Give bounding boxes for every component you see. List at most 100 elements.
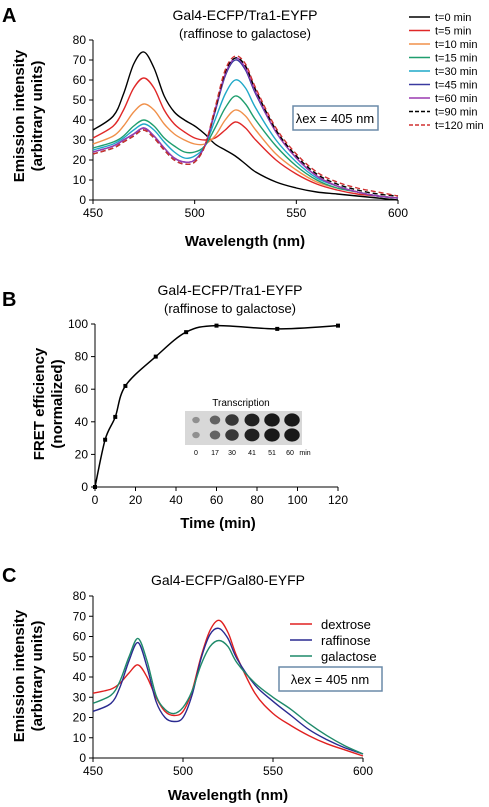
panel-a-y-tick-label: 40 bbox=[73, 113, 87, 127]
panel-a-ylabel-line1: Emission intensity bbox=[11, 49, 28, 182]
inset-lane-labels: 0 17 30 41 51 60 min bbox=[194, 450, 311, 457]
panel-b-data-point-5 bbox=[153, 354, 158, 359]
panel-a-y-tick-label: 60 bbox=[73, 73, 87, 87]
panel-c-plot: 0 10 20 30 40 50 60 70 80 450 500 550 600 bbox=[73, 589, 374, 778]
panel-b-subtitle: (raffinose to galactose) bbox=[164, 301, 296, 316]
panel-a-y-tick-label: 30 bbox=[73, 133, 87, 147]
panel-b-data-point-8 bbox=[275, 326, 280, 331]
inset-gel-bands bbox=[192, 413, 300, 442]
panel-a-series-line-3 bbox=[92, 103, 399, 199]
panel-c-ylabel-line1: Emission intensity bbox=[11, 609, 28, 742]
panel-a-annotation-box bbox=[292, 105, 379, 131]
legend-label-5: t=30 min bbox=[435, 66, 478, 78]
panel-b-title: Gal4-ECFP/Tra1-EYFP bbox=[158, 282, 303, 298]
panel-a-series-line-1 bbox=[92, 51, 399, 201]
inset-lane-label-3: 30 bbox=[228, 450, 236, 457]
panel-c-y-tick-label: 80 bbox=[73, 589, 87, 603]
panel-b: B Gal4-ECFP/Tra1-EYFP (raffinose to gala… bbox=[2, 282, 348, 532]
panel-b-data-point-1 bbox=[93, 485, 97, 489]
panel-a-plot: 0 10 20 30 40 50 60 70 80 450 500 550 600 bbox=[73, 33, 409, 220]
panel-b-y-tick-label: 80 bbox=[75, 350, 89, 364]
panel-b-data-point-7 bbox=[214, 323, 219, 328]
panel-b-y-tick-label: 20 bbox=[75, 447, 89, 461]
legend-label-9: t=120 min bbox=[435, 120, 484, 132]
panel-b-data-point-3 bbox=[113, 414, 118, 419]
inset-lane-label-2: 17 bbox=[211, 450, 219, 457]
gel-band-lower-3 bbox=[225, 429, 239, 441]
panel-a-x-tick-label: 550 bbox=[286, 206, 306, 220]
legend-label-2: t=5 min bbox=[435, 26, 471, 38]
panel-a-annotation: λex = 405 nm bbox=[296, 111, 374, 126]
panel-b-ylabel-line1: FRET efficiency bbox=[31, 347, 48, 460]
legend-label-7: t=60 min bbox=[435, 93, 478, 105]
panel-c-xlabel: Wavelength (nm) bbox=[168, 787, 288, 804]
gel-band-upper-2 bbox=[209, 415, 221, 425]
panel-b-data-point-9 bbox=[336, 323, 340, 328]
inset-title: Transcription bbox=[212, 398, 269, 409]
gel-band-upper-6 bbox=[284, 413, 300, 427]
panel-b-x-tick-label: 0 bbox=[92, 493, 99, 507]
panel-c-legend-label-3: galactose bbox=[321, 649, 377, 664]
gel-band-upper-5 bbox=[264, 413, 280, 427]
panel-c-x-tick-label: 600 bbox=[353, 764, 373, 778]
legend-label-6: t=45 min bbox=[435, 80, 478, 92]
gel-band-lower-6 bbox=[284, 428, 300, 442]
panel-a-ylabel-line2: (arbitrary units) bbox=[29, 61, 46, 172]
panel-b-x-tick-label: 60 bbox=[210, 493, 224, 507]
panel-a-series-line-9 bbox=[92, 55, 399, 197]
inset-lane-label-7: min bbox=[299, 450, 310, 457]
gel-band-lower-1 bbox=[192, 431, 200, 439]
panel-c-series-line-2 bbox=[92, 627, 364, 755]
panel-b-x-tick-label: 100 bbox=[287, 493, 307, 507]
panel-c-y-tick-label: 40 bbox=[73, 670, 87, 684]
panel-a-subtitle: (raffinose to galactose) bbox=[179, 26, 311, 41]
panel-b-x-tick-label: 80 bbox=[250, 493, 264, 507]
panel-c-y-tick-label: 60 bbox=[73, 630, 87, 644]
panel-c-y-tick-label: 50 bbox=[73, 650, 87, 664]
panel-b-data-point-6 bbox=[184, 330, 189, 335]
panel-a-y-tick-label: 50 bbox=[73, 93, 87, 107]
panel-c-x-tick-label: 450 bbox=[83, 764, 103, 778]
panel-c: C Gal4-ECFP/Gal80-EYFP Emission intensit… bbox=[2, 565, 383, 804]
panel-b-x-tick-label: 120 bbox=[328, 493, 348, 507]
panel-b-x-tick-label: 20 bbox=[129, 493, 143, 507]
panel-c-annotation: λex = 405 nm bbox=[291, 672, 369, 687]
panel-c-y-tick-label: 30 bbox=[73, 690, 87, 704]
panel-c-y-tick-label: 0 bbox=[79, 751, 86, 765]
legend-label-1: t=0 min bbox=[435, 12, 471, 24]
panel-c-x-tick-label: 550 bbox=[263, 764, 283, 778]
panel-b-y-tick-label: 0 bbox=[81, 480, 88, 494]
inset-gel-background bbox=[185, 411, 302, 445]
panel-a-xlabel: Wavelength (nm) bbox=[185, 233, 305, 250]
panel-a-series-line-2 bbox=[92, 77, 399, 199]
panel-c-letter: C bbox=[2, 565, 16, 587]
gel-band-upper-4 bbox=[244, 413, 260, 427]
panel-b-y-tick-label: 60 bbox=[75, 382, 89, 396]
gel-band-lower-2 bbox=[209, 430, 221, 440]
panel-b-ylabel-line2: (normalized) bbox=[49, 359, 66, 448]
panel-b-data-point-4 bbox=[123, 383, 128, 388]
inset-lane-label-1: 0 bbox=[194, 450, 198, 457]
panel-a-series-line-5 bbox=[92, 79, 399, 199]
transcription-inset: Transcription 0 17 30 41 51 60 min bbox=[185, 398, 311, 457]
panel-c-y-tick-label: 10 bbox=[73, 731, 87, 745]
panel-c-series-line-3 bbox=[92, 637, 364, 755]
panel-a-y-tick-label: 70 bbox=[73, 53, 87, 67]
panel-c-title: Gal4-ECFP/Gal80-EYFP bbox=[151, 572, 305, 588]
panel-a-y-tick-label: 0 bbox=[79, 193, 86, 207]
panel-b-x-tick-label: 40 bbox=[169, 493, 183, 507]
panel-a-x-tick-label: 450 bbox=[83, 206, 103, 220]
panel-a-letter: A bbox=[2, 5, 16, 27]
legend-label-4: t=15 min bbox=[435, 53, 478, 65]
panel-a-series-line-4 bbox=[92, 95, 399, 199]
gel-band-lower-4 bbox=[244, 428, 260, 442]
panel-a-x-tick-label: 600 bbox=[388, 206, 408, 220]
panel-c-ylabel-line2: (arbitrary units) bbox=[29, 621, 46, 732]
panel-c-x-tick-label: 500 bbox=[173, 764, 193, 778]
panel-c-y-tick-label: 20 bbox=[73, 711, 87, 725]
legend-label-3: t=10 min bbox=[435, 39, 478, 51]
panel-b-data-point-2 bbox=[103, 437, 108, 442]
inset-lane-label-6: 60 bbox=[286, 450, 294, 457]
